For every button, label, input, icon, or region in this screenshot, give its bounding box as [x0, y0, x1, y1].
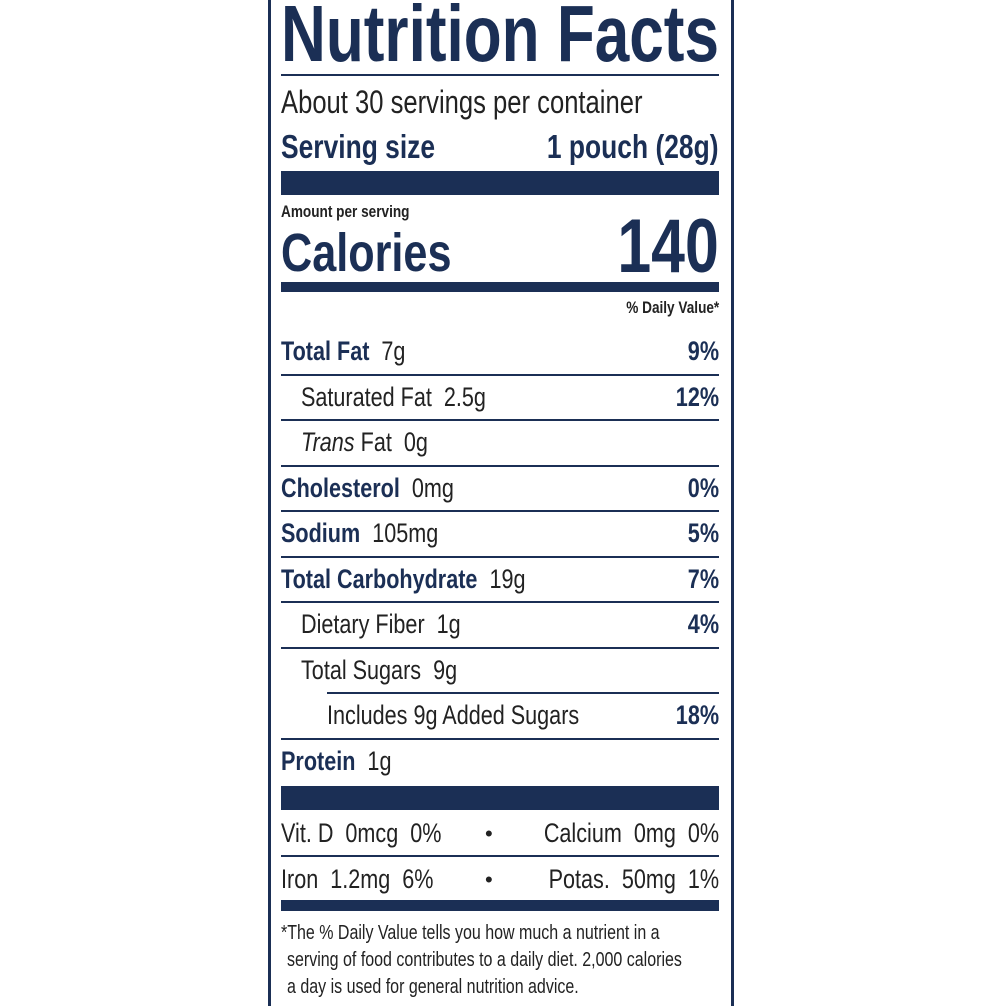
nutrient-row: Dietary Fiber 1g 4% [281, 602, 719, 647]
nutrient-name: Cholesterol [281, 472, 400, 503]
servings-per-container: About 30 servings per container [281, 84, 643, 120]
serving-size-value: 1 pouch (28g) [547, 128, 719, 165]
calories-value: 140 [617, 204, 719, 289]
nutrient-amount: 7g [381, 336, 406, 366]
nutrient-daily-value: 5% [687, 518, 719, 548]
medium-divider [281, 282, 719, 292]
micronutrient-row: Iron 1.2mg 6% • Potas. 50mg 1% [281, 857, 719, 902]
thick-divider [281, 786, 719, 810]
nutrient-name: Fat [360, 427, 392, 457]
divider [281, 74, 719, 76]
nutrient-row: Cholesterol 0mg 0% [281, 466, 719, 511]
nutrient-amount: 0g [403, 427, 428, 457]
label-border [268, 0, 734, 1006]
serving-size-label: Serving size [281, 128, 436, 165]
nutrient-row: Total Fat 7g 9% [281, 329, 719, 374]
row-divider [281, 555, 719, 558]
micronutrient-left: Iron 1.2mg 6% [281, 864, 434, 894]
nutrient-row: Total Carbohydrate 19g 7% [281, 557, 719, 602]
row-divider [281, 646, 719, 649]
label-title: Nutrition Facts [281, 0, 719, 78]
nutrient-daily-value: 12% [675, 381, 719, 412]
nutrient-name: Saturated Fat [301, 381, 432, 412]
nutrient-amount: 105mg [372, 518, 439, 548]
nutrient-name: Total Carbohydrate [281, 563, 478, 594]
nutrient-label: Cholesterol 0mg [281, 473, 454, 504]
row-divider [281, 373, 719, 376]
daily-value-header: % Daily Value* [626, 298, 719, 317]
micronutrient-left: Vit. D 0mcg 0% [281, 818, 442, 848]
micronutrient-right: Calcium 0mg 0% [543, 818, 719, 848]
medium-divider [281, 900, 719, 911]
row-divider [281, 464, 719, 467]
nutrient-amount: 1g [367, 745, 392, 776]
nutrient-daily-value: 18% [675, 700, 719, 730]
nutrient-name: Total Sugars [301, 654, 422, 685]
footnote: *The % Daily Value tells you how much a … [281, 920, 719, 1001]
nutrient-name: Protein [281, 745, 356, 776]
nutrient-row: Trans Fat 0g [281, 420, 719, 465]
row-divider [281, 510, 719, 512]
footnote-line: serving of food contributes to a daily d… [287, 949, 682, 971]
nutrient-name: Includes 9g Added Sugars [327, 700, 580, 730]
nutrient-name: Sodium [281, 518, 361, 548]
micronutrient-row: Vit. D 0mcg 0% • Calcium 0mg 0% [281, 811, 719, 856]
nutrient-amount: 19g [489, 563, 526, 594]
nutrient-amount: 1g [436, 609, 461, 639]
row-divider [281, 855, 719, 857]
calories-label: Calories [281, 223, 452, 283]
nutrient-amount: 2.5g [443, 381, 486, 412]
nutrient-row: Total Sugars 9g [281, 648, 719, 693]
nutrient-name-italic: Trans [301, 427, 355, 457]
nutrient-label: Total Fat 7g [281, 336, 405, 367]
footnote-line: a day is used for general nutrition advi… [287, 976, 579, 998]
nutrient-daily-value: 9% [687, 336, 719, 366]
serving-size-row: Serving size 1 pouch (28g) [281, 128, 719, 166]
nutrient-row: Protein 1g [281, 739, 719, 784]
nutrient-daily-value: 7% [687, 563, 719, 594]
row-divider [281, 419, 719, 421]
row-divider [281, 737, 719, 740]
row-divider [281, 601, 719, 603]
footnote-line: *The % Daily Value tells you how much a … [281, 922, 660, 944]
nutrient-amount: 9g [433, 654, 458, 685]
nutrient-row: Includes 9g Added Sugars 18% [281, 693, 719, 738]
nutrient-amount: 0mg [411, 472, 454, 503]
bullet-icon: • [485, 866, 493, 892]
nutrient-label: Saturated Fat 2.5g [301, 382, 486, 413]
nutrient-label: Dietary Fiber 1g [301, 609, 461, 640]
bullet-icon: • [485, 820, 493, 846]
nutrient-daily-value: 0% [687, 472, 719, 503]
nutrient-name: Dietary Fiber [301, 609, 425, 639]
nutrient-row: Sodium 105mg 5% [281, 511, 719, 556]
nutrient-row: Saturated Fat 2.5g 12% [281, 375, 719, 420]
thick-divider [281, 171, 719, 195]
micronutrient-right: Potas. 50mg 1% [548, 864, 720, 894]
nutrient-label: Sodium 105mg [281, 518, 438, 549]
nutrient-name: Total Fat [281, 336, 370, 366]
nutrient-daily-value: 4% [687, 609, 719, 639]
amount-per-serving: Amount per serving [281, 202, 410, 221]
nutrient-label: Protein 1g [281, 746, 391, 777]
nutrient-label: Total Carbohydrate 19g [281, 564, 525, 595]
nutrient-label: Trans Fat 0g [301, 427, 428, 458]
nutrient-label: Total Sugars 9g [301, 655, 457, 686]
nutrient-label: Includes 9g Added Sugars [327, 700, 579, 731]
row-divider [327, 692, 719, 694]
calories-row: Calories 140 [281, 204, 719, 289]
